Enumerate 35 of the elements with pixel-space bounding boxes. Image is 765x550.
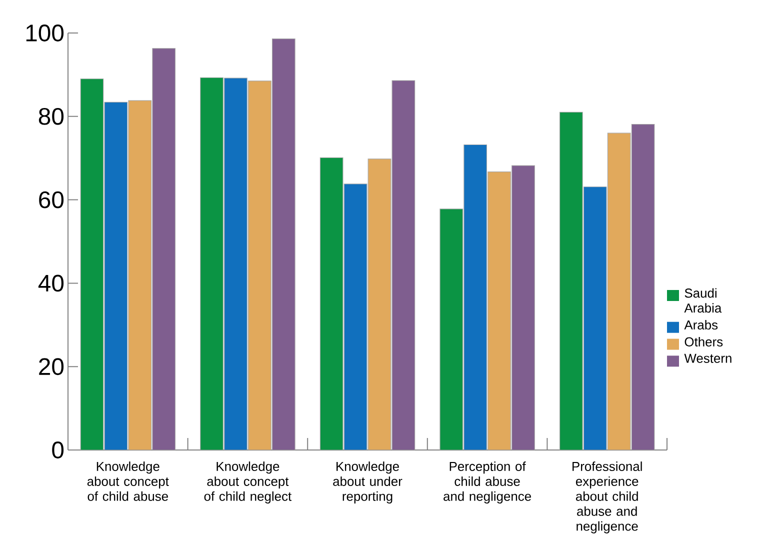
y-tick-label: 100 — [26, 24, 64, 42]
y-tick-label: 80 — [38, 108, 64, 125]
bar — [200, 77, 224, 450]
y-tick-label: 20 — [39, 358, 64, 376]
bar — [320, 157, 344, 450]
bar — [464, 144, 488, 450]
legend-label: Western — [684, 354, 732, 363]
bar — [248, 80, 272, 450]
y-tick-label: 0 — [52, 442, 64, 458]
x-tick-label: Perception of child abuse and negligence — [444, 462, 531, 504]
bar — [224, 78, 248, 450]
bar — [152, 48, 176, 450]
bar — [440, 208, 464, 450]
bar — [583, 186, 607, 450]
x-tick-label: Knowledge about under reporting — [333, 462, 402, 504]
bar — [368, 158, 392, 450]
x-tick-label: Knowledge about concept of child neglect — [204, 462, 292, 504]
legend-label: Saudi Arabia — [684, 288, 722, 313]
legend-label: Arabs — [684, 320, 718, 330]
bar — [512, 165, 535, 450]
bar — [392, 80, 416, 450]
x-tick-label: Knowledge about concept of child abuse — [87, 462, 169, 501]
bar — [104, 102, 128, 450]
bar — [272, 38, 296, 450]
bar — [559, 112, 583, 450]
y-tick-label: 60 — [39, 191, 64, 208]
bar — [80, 78, 104, 450]
bar — [631, 124, 655, 450]
bar — [128, 100, 152, 450]
bar — [344, 184, 368, 450]
bar — [607, 132, 631, 450]
bar — [488, 172, 511, 450]
legend-label: Others — [684, 336, 723, 346]
x-tick-label: Professional experience about child abuse and negligence — [572, 462, 642, 534]
y-tick-label: 40 — [38, 274, 64, 292]
